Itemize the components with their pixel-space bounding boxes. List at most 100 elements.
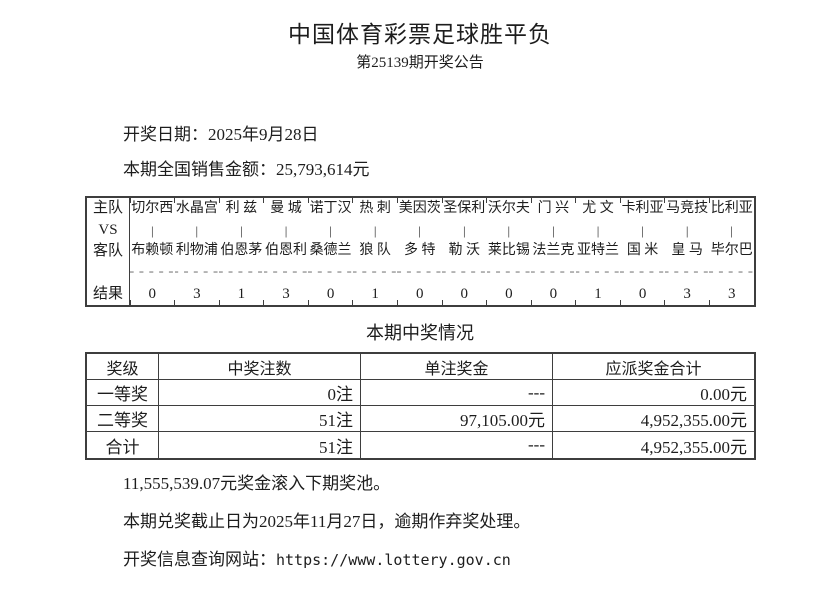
prize-header-level: 奖级 — [87, 354, 159, 380]
away-team: 伯恩茅 — [220, 243, 263, 259]
draw-date: 开奖日期：2025年9月28日 — [123, 125, 319, 144]
match-result: 0 — [148, 285, 157, 302]
away-team: 皇 马 — [671, 243, 703, 259]
prize-single: --- — [361, 380, 553, 406]
match-result: 0 — [326, 285, 335, 302]
away-team: 亚特兰 — [576, 243, 619, 259]
home-team: 曼 城 — [270, 200, 302, 216]
match-result: 1 — [371, 285, 379, 302]
row-label-vs: VS — [98, 221, 118, 238]
prize-count: 0注 — [159, 380, 361, 406]
home-team: 切尔西 — [131, 200, 174, 216]
away-team: 毕尔巴 — [710, 243, 753, 259]
row-label-away: 客队 — [92, 242, 123, 259]
website-url[interactable]: https://www.lottery.gov.cn — [276, 551, 511, 569]
score-placeholder: ----- — [664, 265, 710, 281]
prize-total: 0.00元 — [553, 380, 754, 406]
match-column-3: 利 兹 | 伯恩茅 ----- 1 — [218, 198, 264, 305]
vs-separator: | — [596, 222, 600, 238]
home-team: 圣保利 — [443, 200, 486, 216]
score-placeholder: ----- — [442, 265, 487, 281]
home-team: 卡利亚 — [621, 200, 664, 216]
match-column-7: 美因茨 | 多 特 ----- 0 — [396, 198, 442, 305]
match-column-8: 圣保利 | 勒 沃 ----- 0 — [441, 198, 487, 305]
claim-deadline-note: 本期兑奖截止日为2025年11月27日，逾期作弃奖处理。 — [123, 512, 531, 531]
away-team: 多 特 — [403, 243, 436, 259]
match-column-6: 热 刺 | 狼 队 ----- 1 — [352, 198, 398, 305]
match-result: 3 — [282, 285, 290, 302]
home-team: 诺丁汉 — [309, 200, 352, 216]
home-team: 热 刺 — [359, 200, 391, 216]
score-placeholder: ----- — [308, 265, 353, 281]
match-result: 0 — [415, 285, 424, 302]
match-column-4: 曼 城 | 伯恩利 ----- 3 — [263, 198, 309, 305]
score-placeholder: ----- — [352, 265, 398, 281]
home-team: 门 兴 — [537, 200, 570, 216]
row-label-home: 主队 — [92, 200, 123, 217]
prize-level: 一等奖 — [87, 380, 159, 406]
score-placeholder: ----- — [263, 265, 309, 281]
home-team: 尤 文 — [582, 200, 614, 216]
prize-single: --- — [361, 432, 553, 458]
row-label-blank — [87, 262, 129, 283]
prize-level: 二等奖 — [87, 406, 159, 432]
vs-separator: | — [418, 222, 422, 238]
away-team: 伯恩利 — [264, 243, 307, 259]
match-column-9: 沃尔夫 | 莱比锡 ----- 0 — [486, 198, 532, 305]
match-column-10: 门 兴 | 法兰克 ----- 0 — [530, 198, 576, 305]
match-column-13: 马竞技 | 皇 马 ----- 3 — [664, 198, 710, 305]
home-team: 美因茨 — [398, 200, 441, 216]
match-result: 1 — [237, 285, 246, 302]
website-line: 开奖信息查询网站：https://www.lottery.gov.cn — [123, 545, 511, 570]
home-team: 沃尔夫 — [487, 200, 530, 216]
match-result: 0 — [460, 285, 469, 302]
match-result: 1 — [594, 285, 602, 302]
match-result: 3 — [193, 285, 201, 302]
score-placeholder: ----- — [174, 265, 220, 281]
away-team: 狼 队 — [359, 243, 391, 259]
away-team: 桑德兰 — [309, 243, 352, 259]
score-placeholder: ----- — [219, 265, 264, 281]
vs-separator: | — [240, 222, 243, 238]
match-result: 3 — [683, 285, 691, 302]
match-results-table: 主队 VS 客队 结果 切尔西 | 布赖顿 ----- 0 水晶宫 | 利物浦 … — [85, 196, 756, 307]
match-column-12: 卡利亚 | 国 米 ----- 0 — [619, 198, 665, 305]
vs-separator: | — [552, 222, 555, 238]
prize-header-total: 应派奖金合计 — [553, 354, 754, 380]
vs-separator: | — [373, 222, 377, 238]
score-placeholder: ----- — [486, 265, 532, 281]
vs-separator: | — [284, 222, 288, 238]
prize-total: 4,952,355.00元 — [640, 437, 747, 457]
score-placeholder: ----- — [709, 265, 754, 281]
score-placeholder: ----- — [575, 265, 621, 281]
row-labels-column: 主队 VS 客队 结果 — [87, 198, 130, 305]
vs-separator: | — [195, 222, 199, 238]
match-column-5: 诺丁汉 | 桑德兰 ----- 0 — [307, 198, 353, 305]
vs-separator: | — [685, 222, 689, 238]
away-team: 法兰克 — [532, 243, 575, 259]
prize-total: 4,952,355.00元 — [553, 406, 754, 432]
rollover-note: 11,555,539.07元奖金滚入下期奖池。 — [123, 474, 391, 493]
match-column-2: 水晶宫 | 利物浦 ----- 3 — [174, 198, 220, 305]
sales-amount: 本期全国销售金额：25,793,614元 — [123, 160, 370, 179]
prize-header-count: 中奖注数 — [159, 354, 361, 380]
prize-level: 合计 — [87, 432, 159, 458]
away-team: 布赖顿 — [131, 243, 174, 259]
row-label-result: 结果 — [92, 285, 123, 302]
score-placeholder: ----- — [620, 265, 665, 281]
away-team: 勒 沃 — [448, 243, 481, 259]
away-team: 莱比锡 — [487, 243, 530, 259]
prize-header-single: 单注奖金 — [361, 354, 553, 380]
vs-separator: | — [730, 222, 734, 238]
score-placeholder: ----- — [531, 265, 576, 281]
website-label: 开奖信息查询网站： — [123, 550, 276, 569]
vs-separator: | — [641, 222, 644, 238]
vs-separator: | — [150, 222, 154, 238]
vs-separator: | — [507, 222, 511, 238]
match-column-1: 切尔西 | 布赖顿 ----- 0 — [129, 198, 175, 305]
score-placeholder: ----- — [130, 265, 175, 281]
home-team: 利 兹 — [225, 200, 258, 216]
score-placeholder: ----- — [397, 265, 442, 281]
prize-single: 97,105.00元 — [361, 406, 553, 432]
